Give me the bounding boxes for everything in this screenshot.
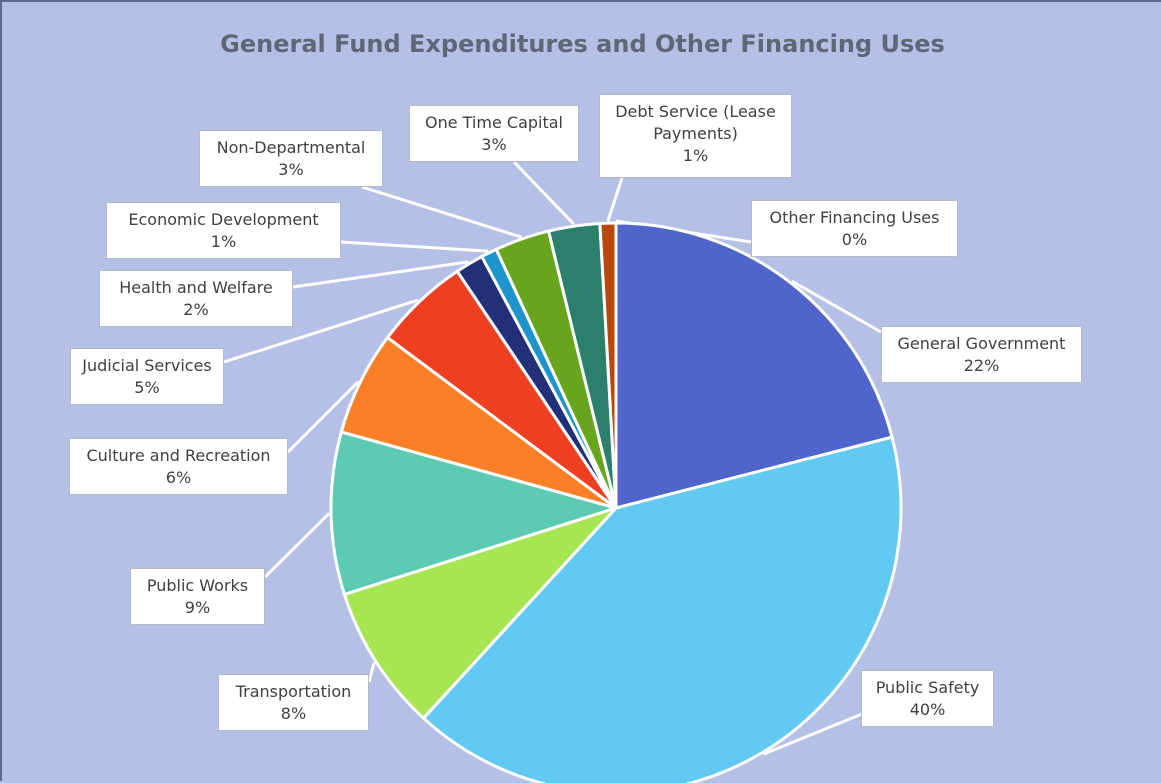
slice-percent: 6% [165, 468, 192, 487]
data-label-non-departmental: Non-Departmental 3% [199, 130, 383, 187]
slice-percent: 2% [183, 300, 209, 319]
leader-line [367, 662, 376, 683]
slice-name: Judicial Services [82, 356, 212, 375]
leader-lines [223, 160, 882, 756]
leader-line [791, 279, 882, 334]
pie-slice-transportation [342, 506, 618, 720]
slice-name: Culture and Recreation [86, 446, 271, 465]
slice-name: Public Works [146, 576, 249, 595]
pie-slice-debt-service-lease-payments [598, 221, 618, 510]
slice-name: One Time Capital [424, 113, 563, 132]
slice-name-line-2: Payments) [653, 124, 738, 143]
leader-line [763, 712, 863, 756]
leader-line [512, 160, 575, 226]
leader-line [340, 240, 489, 253]
slice-name: Economic Development [128, 210, 319, 229]
slice-percent: 3% [481, 135, 507, 154]
chart-title: General Fund Expenditures and Other Fina… [220, 30, 945, 58]
leader-line [292, 260, 469, 289]
leader-line [361, 185, 522, 239]
data-label-transportation: Transportation 8% [218, 674, 369, 731]
leader-line [286, 380, 360, 454]
slice-percent: 22% [963, 356, 1000, 375]
leader-line [263, 512, 331, 579]
slice-percent: 9% [184, 598, 211, 617]
data-label-general-government: General Government 22% [881, 326, 1082, 383]
data-label-one-time-capital: One Time Capital 3% [409, 105, 579, 162]
slice-percent: 0% [841, 230, 868, 249]
slice-name: Other Financing Uses [769, 208, 940, 227]
slice-percent: 1% [210, 232, 237, 251]
pie-slice-general-government [614, 221, 894, 510]
data-label-debt-service: Debt Service (Lease Payments) 1% [599, 94, 792, 178]
slice-name: Non-Departmental [216, 138, 366, 157]
slice-percent: 5% [134, 378, 160, 397]
slice-percent: 40% [909, 700, 946, 719]
slice-name-line-1: Debt Service (Lease [615, 102, 776, 121]
data-label-other-financing-uses: Other Financing Uses 0% [751, 200, 958, 257]
data-label-health-and-welfare: Health and Welfare 2% [99, 270, 293, 327]
slice-name: Public Safety [875, 678, 980, 697]
slice-name: Health and Welfare [119, 278, 273, 297]
data-label-judicial-services: Judicial Services 5% [70, 348, 224, 405]
data-label-public-works: Public Works 9% [130, 568, 265, 625]
data-label-economic-development: Economic Development 1% [106, 202, 341, 259]
slice-name: Transportation [235, 682, 352, 701]
slice-name: General Government [897, 334, 1066, 353]
data-label-culture-and-recreation: Culture and Recreation 6% [69, 438, 288, 495]
leader-line [606, 177, 624, 222]
pie-slices [329, 221, 903, 783]
data-label-public-safety: Public Safety 40% [861, 670, 994, 727]
slice-percent: 3% [278, 160, 304, 179]
pie-slice-public-safety [422, 435, 903, 783]
pie-slice-public-works [329, 430, 618, 596]
slice-percent: 1% [682, 146, 709, 165]
leader-line [223, 298, 419, 364]
slice-percent: 8% [280, 704, 307, 723]
